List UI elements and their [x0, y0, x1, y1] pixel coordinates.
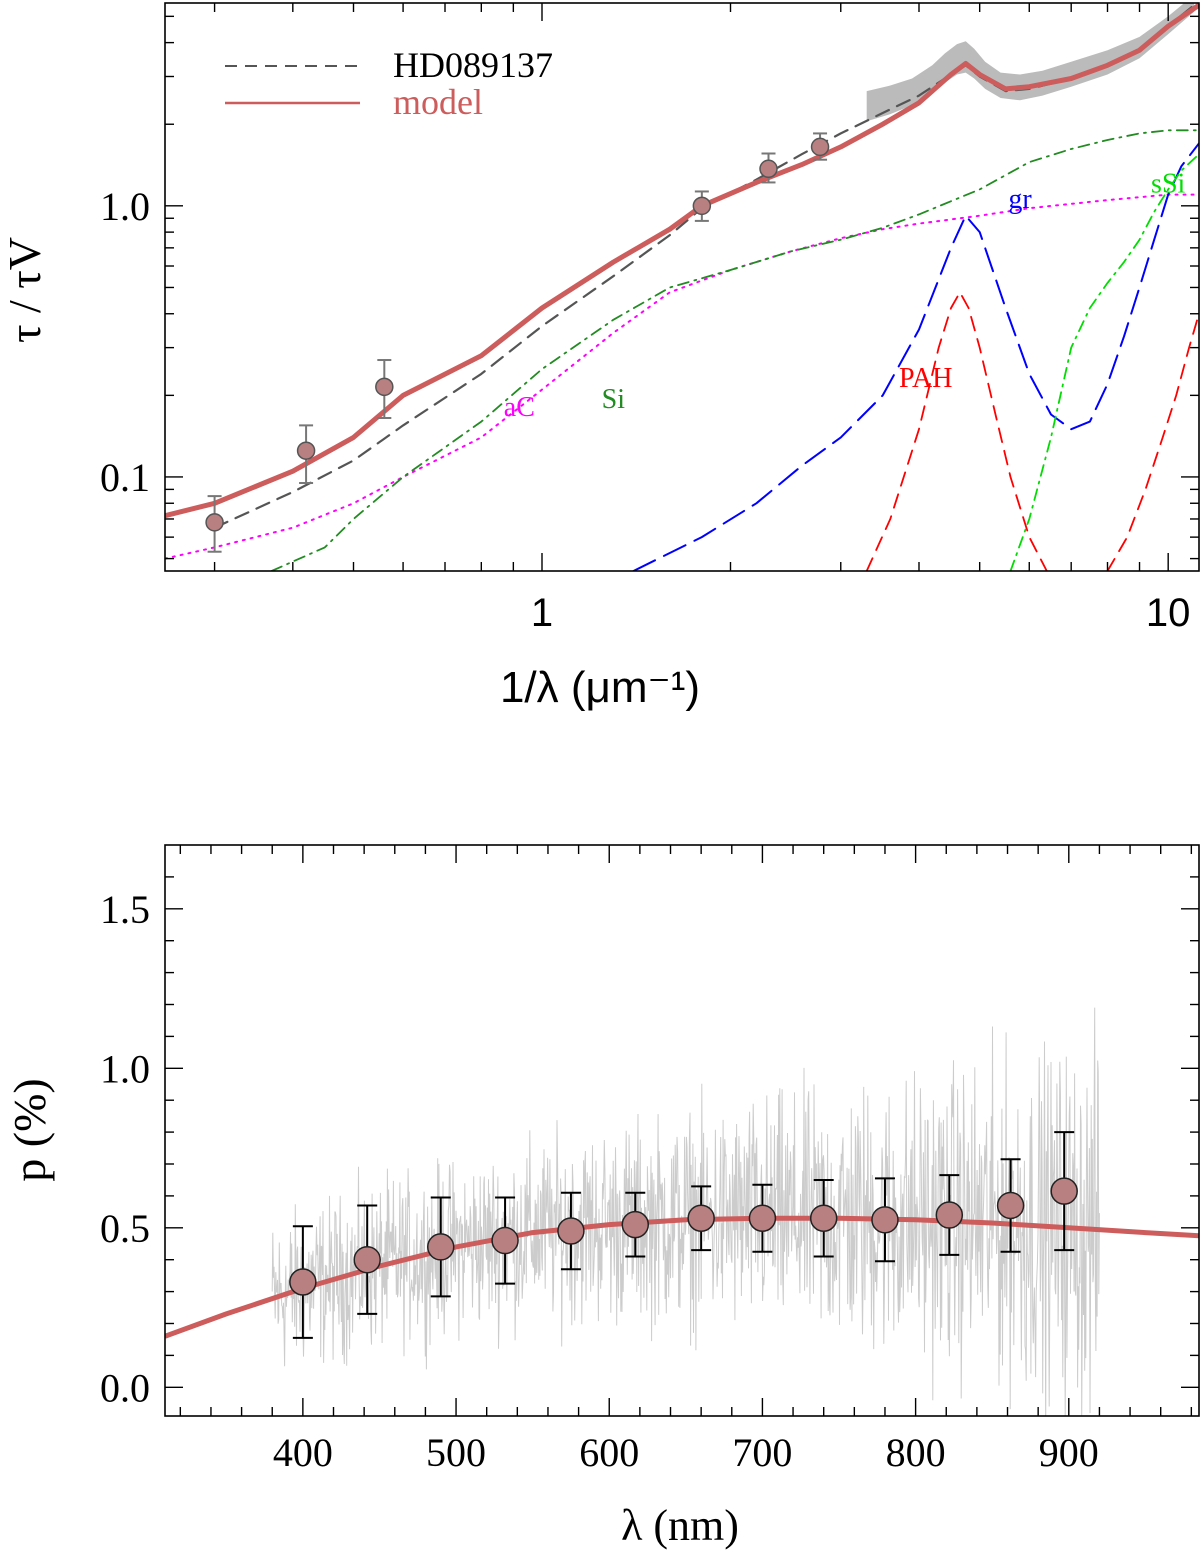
component-label-sSi: sSi — [1151, 169, 1185, 200]
data-point — [871, 1206, 899, 1234]
series-line-PAH — [865, 291, 1048, 571]
component-labels: aC Si PAH gr sSi — [504, 169, 1186, 423]
component-label-Si: Si — [602, 384, 626, 415]
extinction-y-axis-label: τ / τV — [0, 237, 50, 343]
y-tick-label: 0.5 — [100, 1206, 150, 1251]
observed-uncertainty-band — [866, 3, 1195, 122]
component-label-PAH: PAH — [899, 363, 952, 394]
polarization-ticks — [165, 845, 1199, 1416]
data-point — [491, 1226, 519, 1255]
y-tick-label: 0.0 — [100, 1365, 150, 1410]
polarization-y-axis-label: p (%) — [4, 1078, 55, 1181]
data-point — [748, 1204, 777, 1232]
component-label-gr: gr — [1008, 184, 1032, 215]
component-label-aC: aC — [504, 392, 535, 423]
data-point — [687, 1204, 715, 1232]
extinction-ticks — [165, 3, 1199, 571]
series-line-PAH-segment-2 — [1106, 312, 1199, 571]
y-tick-label: 1.5 — [100, 887, 150, 932]
data-point — [296, 441, 316, 460]
data-point — [810, 137, 830, 157]
series-line-Si — [270, 129, 1199, 571]
legend-label-model: model — [393, 82, 483, 122]
data-point — [375, 377, 394, 397]
series-line-aC — [165, 193, 1199, 560]
data-point — [809, 1204, 838, 1232]
polarization-axes-frame — [164, 844, 1200, 1417]
data-point — [759, 159, 778, 179]
y-tick-label: 1.0 — [100, 1046, 150, 1091]
x-tick-label: 800 — [886, 1430, 946, 1475]
series-line-model-polarization — [165, 1215, 1199, 1339]
data-point — [289, 1268, 317, 1296]
data-point — [996, 1191, 1025, 1220]
polarization-spectrum — [271, 1007, 1100, 1416]
data-point — [205, 513, 224, 532]
x-tick-label: 700 — [732, 1430, 792, 1475]
extinction-tick-labels: 1 10 0.1 1.0 — [100, 184, 1190, 635]
legend-label-HD089137: HD089137 — [393, 45, 553, 85]
polarization-panel: 400 500 600 700 800 900 0.0 0.5 1.0 1.5 λ (nm) p … — [4, 844, 1200, 1550]
y-tick-label: 1.0 — [100, 184, 150, 229]
data-point — [426, 1233, 455, 1261]
x-tick-label: 1 — [531, 591, 553, 635]
extinction-plot-area — [165, 3, 1199, 571]
polarization-x-axis-label: λ (nm) — [621, 1501, 739, 1550]
data-point — [1050, 1177, 1078, 1205]
x-tick-label: 400 — [273, 1430, 333, 1475]
series-line-HD089137 — [213, 3, 1196, 529]
extinction-panel: 1 10 0.1 1.0 aC Si PAH gr sSi HD089137 model 1/… — [0, 2, 1200, 712]
data-point — [557, 1217, 585, 1245]
data-point — [353, 1245, 381, 1274]
data-point — [621, 1210, 650, 1239]
extinction-x-axis-label: 1/λ (μm⁻¹) — [500, 663, 700, 712]
x-tick-label: 500 — [426, 1430, 486, 1475]
x-tick-label: 900 — [1039, 1430, 1099, 1475]
series-line-model — [165, 3, 1199, 519]
x-tick-label: 600 — [579, 1430, 639, 1475]
legend: HD089137 model — [225, 45, 553, 122]
polarization-tick-labels: 400 500 600 700 800 900 0.0 0.5 1.0 1.5 — [100, 887, 1099, 1475]
data-point — [692, 196, 712, 216]
polarization-plot-area — [165, 1007, 1199, 1416]
series-line-sSi — [1009, 153, 1199, 571]
y-tick-label: 0.1 — [100, 455, 150, 500]
data-point — [935, 1201, 964, 1229]
x-tick-label: 10 — [1146, 591, 1191, 635]
series-line-gr — [632, 142, 1199, 571]
